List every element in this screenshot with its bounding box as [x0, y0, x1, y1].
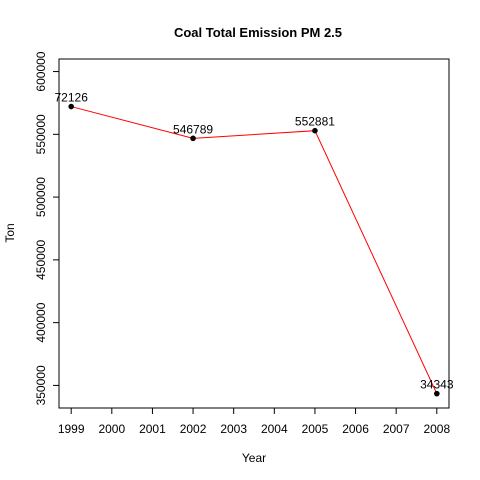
data-point: [312, 127, 318, 134]
data-label: 552881: [295, 115, 335, 129]
y-axis: 350000 400000 450000 500000 550000 600000: [34, 51, 60, 405]
data-label: 72126: [55, 91, 89, 105]
x-tick-label: 2006: [342, 422, 369, 436]
x-tick-label: 2003: [220, 422, 247, 436]
y-tick-label: 350000: [34, 365, 48, 405]
chart-title: Coal Total Emission PM 2.5: [174, 25, 342, 40]
y-tick-label: 550000: [34, 114, 48, 154]
data-label: 34343: [420, 378, 454, 392]
x-tick-label: 2002: [180, 422, 207, 436]
y-tick-label: 500000: [34, 177, 48, 217]
data-label: 546789: [173, 122, 213, 136]
series-line: [71, 106, 438, 394]
data-point: [68, 103, 74, 110]
x-tick-label: 2001: [139, 422, 166, 436]
x-axis: 1999 2000 2001 2002 2003 2004 2005 2006 2007 2008: [58, 407, 450, 436]
y-tick-label: 450000: [34, 240, 48, 280]
x-tick-label: 2004: [261, 422, 288, 436]
x-tick-label: 1999: [58, 422, 85, 436]
x-tick-label: 2000: [98, 422, 125, 436]
data-point: [190, 135, 196, 142]
x-tick-label: 2008: [423, 422, 450, 436]
y-tick-label: 600000: [34, 51, 48, 91]
x-tick-label: 2007: [383, 422, 410, 436]
plot-frame: [58, 58, 450, 409]
data-point: [434, 390, 440, 397]
y-axis-label: Ton: [3, 223, 17, 242]
y-tick-label: 400000: [34, 302, 48, 342]
series-group: 72126 546789 552881 34343: [55, 91, 454, 397]
x-tick-label: 2005: [302, 422, 329, 436]
x-axis-label: Year: [242, 451, 266, 465]
